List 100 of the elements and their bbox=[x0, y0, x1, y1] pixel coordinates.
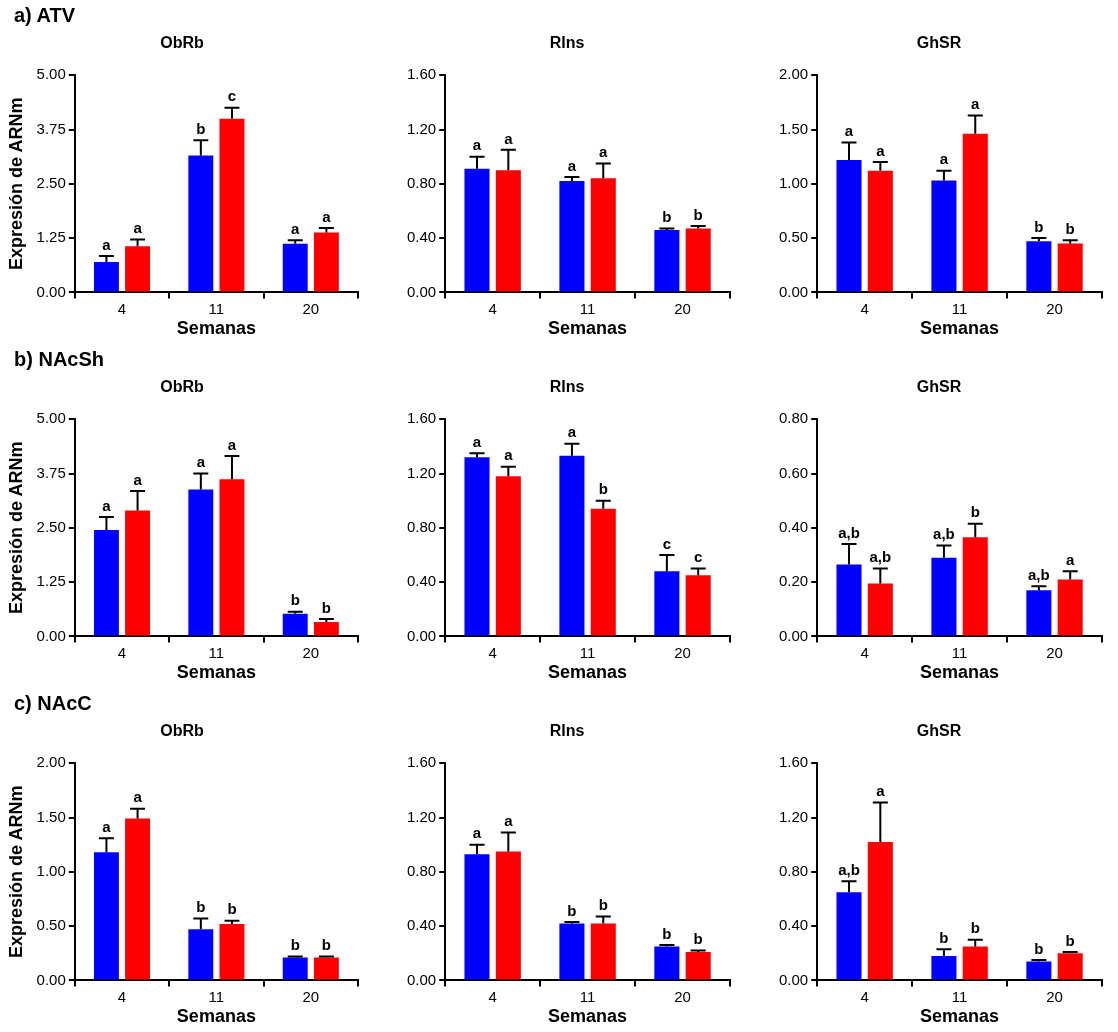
data-label: a bbox=[102, 496, 112, 514]
bar bbox=[962, 946, 988, 980]
x-tick-label: 20 bbox=[302, 643, 320, 661]
bar bbox=[1026, 241, 1052, 292]
bar bbox=[836, 564, 862, 636]
bar bbox=[685, 951, 711, 980]
data-label: a bbox=[504, 129, 514, 147]
bar bbox=[188, 929, 214, 980]
y-tick-label: 3.75 bbox=[36, 463, 66, 481]
x-tick-label: 11 bbox=[579, 299, 596, 317]
bar bbox=[836, 159, 862, 292]
y-tick-label: 1.60 bbox=[778, 753, 809, 771]
y-tick-label: 0.00 bbox=[406, 626, 437, 644]
y-tick-label: 1.20 bbox=[406, 807, 437, 825]
bar bbox=[931, 557, 957, 636]
y-tick-label: 2.50 bbox=[36, 173, 66, 191]
data-label: a bbox=[133, 219, 143, 237]
bar bbox=[1057, 243, 1083, 292]
x-tick-label: 20 bbox=[674, 987, 691, 1005]
chart-title: RIns bbox=[549, 378, 585, 396]
bar bbox=[1057, 953, 1083, 980]
data-label: a,b bbox=[869, 548, 892, 566]
bar bbox=[559, 181, 585, 292]
x-tick-label: 20 bbox=[1046, 987, 1063, 1005]
data-label: a bbox=[102, 235, 112, 253]
data-label: a bbox=[599, 143, 609, 161]
bar bbox=[495, 851, 521, 980]
data-label: b bbox=[970, 919, 980, 937]
data-label: c bbox=[227, 87, 237, 105]
x-tick-label: 20 bbox=[302, 987, 320, 1005]
bar bbox=[495, 170, 521, 292]
x-tick-label: 4 bbox=[117, 987, 127, 1005]
x-tick-label: 11 bbox=[951, 643, 968, 661]
data-label: a bbox=[196, 453, 206, 471]
data-label: b bbox=[321, 598, 331, 616]
x-tick-label: 4 bbox=[860, 299, 869, 317]
y-tick-label: 1.60 bbox=[406, 409, 437, 427]
y-tick-label: 1.20 bbox=[406, 119, 437, 137]
data-label: a bbox=[1066, 550, 1076, 568]
data-label: b bbox=[598, 896, 608, 914]
bar bbox=[867, 583, 893, 636]
bar bbox=[931, 955, 957, 980]
data-label: a bbox=[472, 136, 482, 154]
x-tick-label: 11 bbox=[951, 299, 968, 317]
data-label: a,b bbox=[838, 860, 860, 878]
x-tick-label: 20 bbox=[1046, 299, 1063, 317]
data-label: a bbox=[227, 435, 237, 453]
data-label: b bbox=[970, 503, 980, 521]
bar bbox=[559, 923, 585, 980]
text: a) ATV bbox=[14, 4, 76, 26]
y-tick-label: 0.80 bbox=[406, 861, 437, 879]
bar bbox=[464, 457, 490, 636]
data-label: a bbox=[567, 156, 577, 174]
data-label: a bbox=[472, 824, 482, 842]
y-axis-title: Expresión de ARNm bbox=[5, 785, 26, 958]
bar bbox=[93, 852, 119, 980]
y-tick-label: 1.50 bbox=[778, 119, 809, 137]
x-tick-label: 4 bbox=[117, 299, 127, 317]
x-axis-title: Semanas bbox=[176, 1006, 256, 1027]
bar bbox=[282, 613, 308, 636]
y-axis-title: Expresión de ARNm bbox=[5, 97, 26, 270]
data-label: b bbox=[1065, 219, 1075, 237]
data-label: a bbox=[472, 432, 482, 450]
y-tick-label: 1.00 bbox=[778, 173, 809, 191]
bar bbox=[1026, 961, 1052, 980]
text: b) NAcSh bbox=[14, 348, 104, 370]
x-axis-title: Semanas bbox=[548, 318, 628, 339]
data-label: b bbox=[1034, 939, 1044, 957]
bar bbox=[313, 622, 339, 636]
y-axis-title: Expresión de ARNm bbox=[5, 441, 26, 614]
bar bbox=[559, 455, 585, 636]
data-label: a bbox=[567, 423, 577, 441]
data-label: a bbox=[322, 207, 332, 225]
y-tick-label: 2.00 bbox=[36, 753, 66, 771]
bar bbox=[93, 261, 119, 292]
x-tick-label: 4 bbox=[860, 987, 869, 1005]
bar bbox=[685, 228, 711, 292]
y-tick-label: 1.60 bbox=[406, 65, 437, 83]
y-tick-label: 0.00 bbox=[778, 282, 809, 300]
y-tick-label: 0.60 bbox=[778, 463, 809, 481]
y-tick-label: 1.00 bbox=[36, 861, 66, 879]
x-tick-label: 20 bbox=[674, 299, 691, 317]
bar bbox=[590, 508, 616, 636]
x-axis-title: Semanas bbox=[176, 318, 256, 339]
bar bbox=[125, 510, 151, 636]
data-label: a bbox=[844, 122, 854, 140]
y-tick-label: 3.75 bbox=[36, 119, 66, 137]
bar bbox=[867, 170, 893, 292]
y-tick-label: 0.00 bbox=[406, 282, 437, 300]
bar bbox=[464, 854, 490, 980]
data-label: b bbox=[662, 924, 672, 942]
data-label: b bbox=[567, 901, 577, 919]
bar bbox=[282, 957, 308, 980]
data-label: a bbox=[504, 446, 514, 464]
bar bbox=[125, 818, 151, 980]
bar bbox=[654, 229, 680, 292]
y-tick-label: 0.80 bbox=[406, 173, 437, 191]
x-tick-label: 11 bbox=[579, 987, 596, 1005]
bar bbox=[931, 180, 957, 292]
y-tick-label: 0.20 bbox=[778, 572, 809, 590]
